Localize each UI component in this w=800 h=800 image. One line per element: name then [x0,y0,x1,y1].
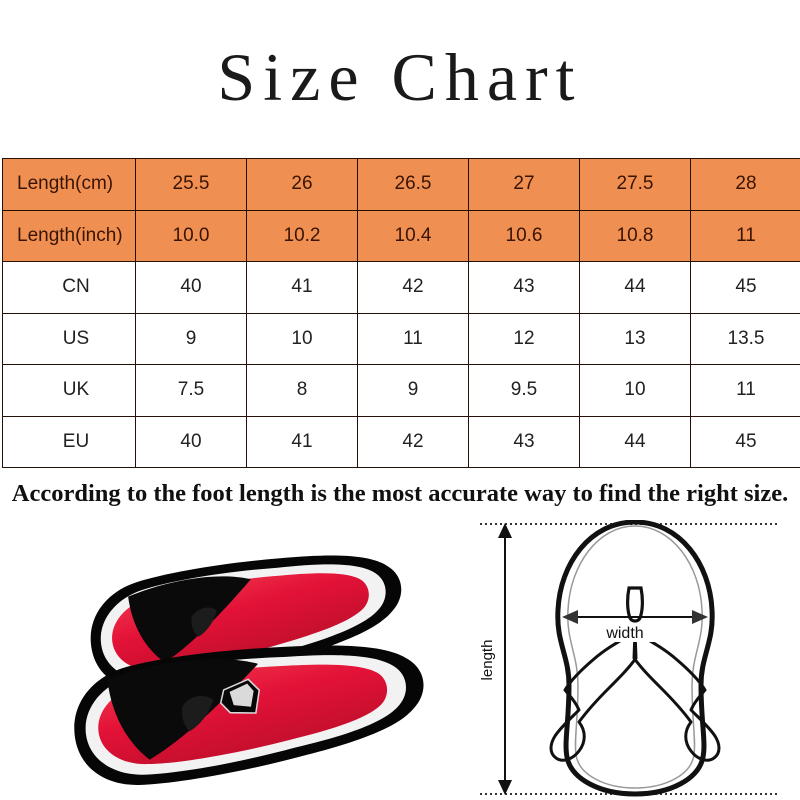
svg-text:length: length [479,640,496,681]
svg-text:width: width [605,625,643,642]
